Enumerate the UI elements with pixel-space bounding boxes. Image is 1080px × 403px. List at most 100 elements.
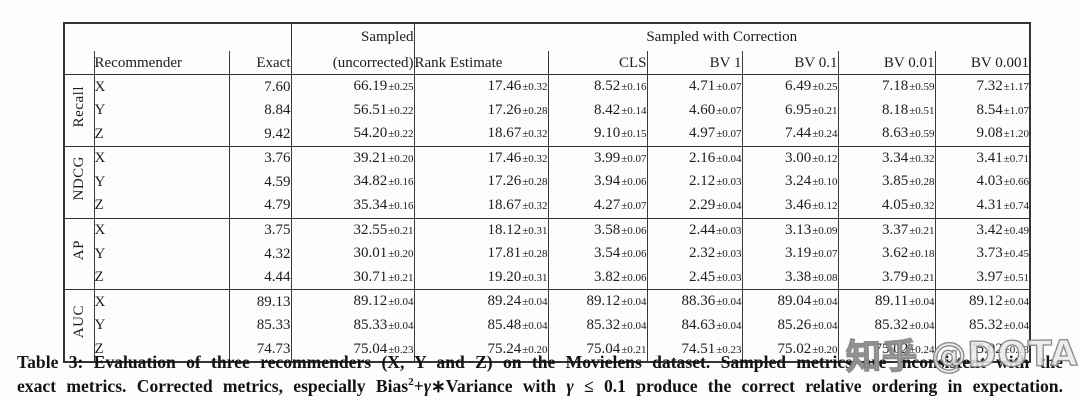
- metric-uncertainty: ±0.32: [909, 152, 935, 165]
- metric-value-cell: 85.48±0.04: [413, 313, 549, 338]
- metric-uncertainty: ±0.49: [1003, 224, 1029, 237]
- table-row: Y 4.32 30.01±0.20 17.81±0.28 3.54±0.06 2.32±0…: [64, 242, 1031, 266]
- exact-value-cell: 8.84: [228, 98, 292, 123]
- metric-uncertainty: ±0.25: [812, 81, 838, 93]
- metric-uncertainty: ±0.06: [621, 271, 647, 284]
- metric-value: 18.12: [487, 221, 522, 238]
- metric-uncertainty: ±0.10: [812, 176, 838, 189]
- metric-uncertainty: ±0.20: [388, 248, 414, 261]
- metric-uncertainty: ±0.03: [716, 271, 742, 284]
- metric-value: 4.05: [881, 196, 909, 213]
- metric-value: 3.97: [976, 268, 1003, 285]
- metric-value-cell: 17.81±0.28: [413, 242, 549, 266]
- metric-value-cell: 89.12±0.04: [934, 289, 1031, 314]
- header-corner: [63, 51, 95, 75]
- metric-value-cell: 75.02±0.23: [934, 337, 1031, 363]
- metric-value: 3.19: [784, 245, 812, 262]
- metric-value-cell: 3.38±0.08: [741, 265, 839, 290]
- metric-value: 30.01: [353, 245, 388, 262]
- caption-superscript: 2: [408, 375, 414, 388]
- metric-uncertainty: ±0.45: [1003, 248, 1029, 261]
- exact-value-cell: 4.32: [228, 242, 292, 266]
- metric-value: 35.34: [353, 196, 388, 213]
- metric-group-label: AUC: [63, 289, 95, 363]
- metric-value: 89.12: [586, 293, 621, 310]
- metric-value-cell: 17.26±0.28: [413, 98, 549, 123]
- metric-uncertainty: ±0.23: [716, 343, 742, 356]
- metric-uncertainty: ±0.21: [909, 224, 935, 237]
- header-bv-0-1: BV 0.1: [741, 51, 839, 75]
- exact-value-cell: 4.79: [228, 193, 292, 219]
- metric-value-cell: 18.67±0.32: [413, 193, 549, 219]
- metric-value-cell: 4.31±0.74: [934, 193, 1031, 219]
- metric-uncertainty: ±0.04: [388, 319, 414, 332]
- metric-value-cell: 7.18±0.59: [837, 73, 936, 99]
- metric-uncertainty: ±0.22: [388, 104, 414, 117]
- metric-uncertainty: ±0.51: [909, 104, 935, 117]
- metric-uncertainty: ±0.23: [388, 343, 414, 356]
- exact-value-cell: 85.33: [228, 313, 292, 338]
- metric-uncertainty: ±0.71: [1003, 152, 1029, 165]
- metric-value: 32.55: [353, 221, 388, 238]
- metric-value: 17.46: [487, 78, 522, 94]
- results-table: Sampled Sampled with Correction Recommen…: [63, 22, 1031, 364]
- metric-uncertainty: ±0.04: [1003, 296, 1029, 309]
- metric-value-cell: 75.04±0.21: [547, 337, 648, 363]
- metric-value: 6.49: [784, 78, 812, 94]
- metric-value: 2.12: [688, 173, 716, 190]
- metric-value: 3.82: [593, 268, 621, 285]
- metric-value: 75.02: [874, 340, 909, 357]
- metric-value-cell: 75.24±0.20: [413, 337, 549, 363]
- metric-value: 85.32: [586, 316, 621, 333]
- metric-value: 9.10: [593, 125, 621, 142]
- recommender-cell: X: [93, 289, 230, 314]
- metric-uncertainty: ±0.09: [812, 224, 838, 237]
- metric-uncertainty: ±0.04: [1003, 319, 1029, 332]
- table-row: Z 4.79 35.34±0.16 18.67±0.32 4.27±0.07 2.29±0…: [64, 193, 1031, 219]
- metric-value-cell: 7.44±0.24: [741, 122, 839, 147]
- metric-value-cell: 3.85±0.28: [837, 170, 936, 194]
- metric-value: 3.73: [976, 245, 1003, 262]
- metric-value-cell: 2.29±0.04: [646, 193, 743, 219]
- metric-uncertainty: ±0.59: [909, 81, 935, 93]
- metric-value-cell: 3.19±0.07: [741, 242, 839, 266]
- metric-value: 4.27: [593, 196, 621, 213]
- metric-value-cell: 8.52±0.16: [547, 73, 648, 99]
- metric-value-cell: 18.67±0.32: [413, 122, 549, 147]
- metric-uncertainty: ±0.04: [909, 296, 935, 309]
- table-row: NDCG X 3.76 39.21±0.20 17.46±0.32 3.99±0.07 2.…: [63, 145, 1031, 219]
- header-column-row: Recommender Exact (uncorrected) Rank Est…: [63, 51, 1031, 75]
- table-row: Recall X 7.60 66.19±0.25 17.46±0.32 8.52±0.16…: [63, 73, 1031, 147]
- metric-uncertainty: ±1.20: [1003, 128, 1029, 141]
- metric-uncertainty: ±0.06: [621, 224, 647, 237]
- metric-value: 75.04: [586, 340, 621, 357]
- caption-text: ∗Variance with: [431, 375, 567, 396]
- metric-value: 3.79: [881, 268, 909, 285]
- metric-uncertainty: ±0.32: [522, 152, 548, 165]
- metric-value-cell: 2.16±0.04: [646, 145, 743, 171]
- metric-value: 34.82: [353, 173, 388, 190]
- exact-value-cell: 7.60: [228, 73, 292, 99]
- table-row: Z 74.73 75.04±0.23 75.24±0.20 75.04±0.21 74.5…: [64, 337, 1031, 363]
- metric-value: 39.21: [353, 149, 388, 166]
- metric-value: 3.37: [881, 221, 909, 238]
- metric-uncertainty: ±0.07: [716, 81, 742, 93]
- metric-value-cell: 7.32±1.17: [934, 73, 1031, 99]
- metric-value-cell: 2.12±0.03: [646, 170, 743, 194]
- metric-uncertainty: ±0.07: [812, 248, 838, 261]
- metric-group-label-text: AP: [70, 240, 87, 261]
- table-row: AUC X 89.13 89.12±0.04 89.24±0.04 89.12±0.04 8…: [63, 289, 1031, 363]
- metric-value-cell: 3.58±0.06: [547, 217, 648, 243]
- metric-value-cell: 75.02±0.20: [741, 337, 839, 363]
- metric-uncertainty: ±0.23: [1003, 343, 1029, 356]
- metric-value: 3.85: [881, 173, 909, 190]
- table-row: Y 8.84 56.51±0.22 17.26±0.28 8.42±0.14 4.60±0…: [64, 98, 1031, 123]
- metric-value: 89.12: [353, 293, 388, 310]
- metric-uncertainty: ±0.04: [812, 319, 838, 332]
- metric-value-cell: 3.42±0.49: [934, 217, 1031, 243]
- metric-value: 3.62: [881, 245, 909, 262]
- metric-value-cell: 2.32±0.03: [646, 242, 743, 266]
- exact-value-cell: 4.44: [228, 265, 292, 290]
- metric-uncertainty: ±0.21: [388, 224, 414, 237]
- metric-uncertainty: ±0.14: [621, 104, 647, 117]
